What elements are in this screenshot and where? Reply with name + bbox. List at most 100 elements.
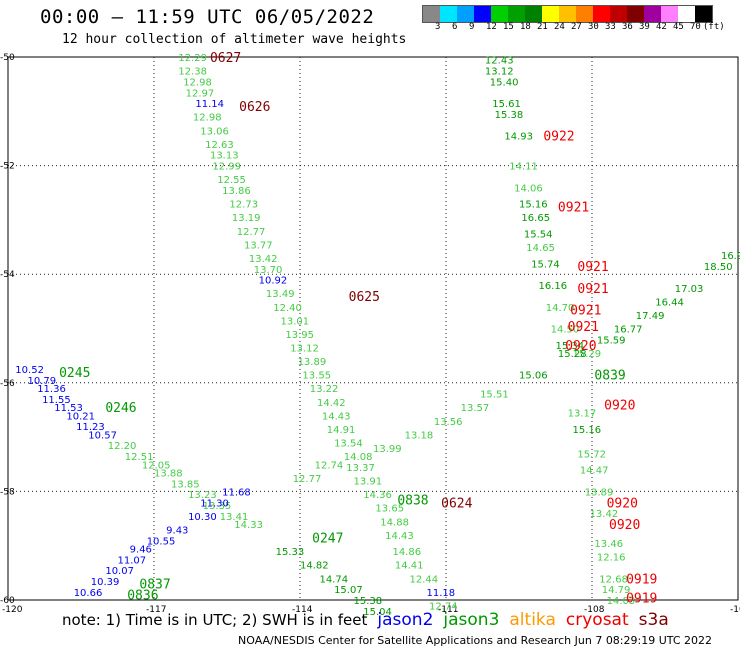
wave-height-label: 14.70 bbox=[546, 303, 575, 314]
latitude-tick-label: -50 bbox=[0, 53, 15, 63]
pass-time-label: 0920 bbox=[607, 496, 638, 511]
legend-label: 45 bbox=[673, 22, 684, 32]
wave-height-label: 12.63 bbox=[205, 140, 234, 151]
pass-time-label: 0624 bbox=[441, 496, 472, 511]
wave-height-label: 13.70 bbox=[254, 265, 283, 276]
pass-time-label: 0625 bbox=[349, 290, 380, 305]
credit-line: NOAA/NESDIS Center for Satellite Applica… bbox=[238, 634, 713, 647]
legend-swatch bbox=[508, 6, 525, 22]
pass-time-label: 0837 bbox=[139, 578, 170, 593]
latitude-tick-label: -58 bbox=[0, 487, 15, 497]
wave-height-label: 10.66 bbox=[74, 588, 103, 599]
wave-height-label: 11.07 bbox=[118, 555, 147, 566]
legend-label: 6 bbox=[452, 22, 458, 32]
longitude-tick-label: -114 bbox=[292, 605, 313, 615]
wave-height-label: 18.50 bbox=[704, 262, 733, 273]
longitude-tick-label: -111 bbox=[438, 605, 458, 615]
pass-time-label: 0919 bbox=[626, 591, 657, 606]
pass-time-label: 0921 bbox=[577, 282, 608, 297]
wave-height-label: 11.55 bbox=[42, 395, 71, 406]
wave-height-label: 13.88 bbox=[154, 468, 183, 479]
wave-height-label: 13.55 bbox=[302, 371, 331, 382]
legend-swatch bbox=[576, 6, 593, 22]
legend-label: 21 bbox=[537, 22, 548, 32]
satellite-name: cryosat bbox=[565, 610, 629, 630]
latitude-tick-label: -56 bbox=[0, 379, 15, 389]
wave-height-label: 12.98 bbox=[193, 113, 222, 124]
wave-height-label: 12.43 bbox=[485, 56, 514, 67]
wave-height-label: 13.35 bbox=[203, 501, 232, 512]
wave-height-label: 15.04 bbox=[363, 607, 392, 618]
wave-height-label: 13.12 bbox=[485, 67, 514, 78]
wave-height-label: 13.99 bbox=[373, 444, 402, 455]
wave-height-label: 15.38 bbox=[495, 110, 524, 121]
wave-height-label: 11.18 bbox=[427, 588, 456, 599]
wave-height-label: 13.54 bbox=[334, 439, 363, 450]
wave-height-label: 13.13 bbox=[210, 151, 239, 162]
legend-swatch bbox=[661, 6, 678, 22]
wave-height-label: 13.19 bbox=[232, 213, 261, 224]
wave-height-label: 12.68 bbox=[599, 574, 628, 585]
wave-height-label: 9.46 bbox=[130, 544, 152, 555]
legend-label: 42 bbox=[656, 22, 667, 32]
legend-label: 36 bbox=[622, 22, 633, 32]
wave-height-label: 15.38 bbox=[354, 596, 383, 607]
wave-height-label: 9.43 bbox=[166, 525, 188, 536]
longitude-tick-label: -105 bbox=[730, 605, 740, 615]
legend-swatch bbox=[542, 6, 559, 22]
legend-swatch bbox=[423, 6, 440, 22]
wave-height-label: 14.33 bbox=[234, 520, 263, 531]
satellite-name: altika bbox=[509, 610, 556, 630]
wave-height-label: 14.86 bbox=[392, 547, 421, 558]
legend-label: 70 bbox=[690, 22, 701, 32]
wave-height-label: 13.86 bbox=[222, 186, 251, 197]
wave-height-label: 12.99 bbox=[212, 162, 241, 173]
legend-swatch bbox=[525, 6, 542, 22]
satellite-name: s3a bbox=[638, 610, 669, 630]
wave-height-label: 13.65 bbox=[375, 504, 404, 515]
satellite-name: jason3 bbox=[443, 610, 500, 630]
legend-swatch bbox=[559, 6, 576, 22]
wave-height-label: 14.08 bbox=[344, 452, 373, 463]
wave-height-label: 15.16 bbox=[573, 425, 602, 436]
wave-height-label: 11.23 bbox=[76, 422, 105, 433]
legend-label: 30 bbox=[588, 22, 599, 32]
wave-height-label: 10.57 bbox=[88, 430, 117, 441]
wave-height-label: 14.43 bbox=[322, 411, 351, 422]
pass-time-label: 0626 bbox=[239, 100, 270, 115]
wave-height-label: 15.34 bbox=[556, 341, 585, 352]
wave-height-label: 12.98 bbox=[183, 77, 212, 88]
wave-height-label: 10.52 bbox=[15, 365, 44, 376]
wave-height-label: 13.42 bbox=[590, 509, 619, 520]
page-subtitle: 12 hour collection of altimeter wave hei… bbox=[62, 32, 407, 47]
wave-height-label: 15.29 bbox=[573, 349, 602, 360]
longitude-tick-label: -120 bbox=[2, 605, 23, 615]
wave-height-label: 16.93 bbox=[721, 251, 740, 262]
wave-height-label: 15.74 bbox=[531, 259, 560, 270]
wave-height-label: 12.44 bbox=[410, 574, 439, 585]
pass-time-label: 0245 bbox=[59, 366, 90, 381]
legend-label: 18 bbox=[520, 22, 531, 32]
pass-time-label: 0919 bbox=[626, 572, 657, 587]
wave-height-label: 12.77 bbox=[293, 474, 322, 485]
wave-height-label: 12.38 bbox=[178, 67, 207, 78]
wave-height-label: 14.42 bbox=[317, 398, 346, 409]
wave-height-label: 14.03 bbox=[607, 596, 636, 607]
wave-height-label: 17.03 bbox=[675, 284, 704, 295]
legend-swatch bbox=[593, 6, 610, 22]
note-text: note: 1) Time is in UTC; 2) SWH is in fe… bbox=[62, 611, 368, 629]
legend-swatch bbox=[610, 6, 627, 22]
pass-time-label: 0838 bbox=[397, 494, 428, 509]
satellite-key: jason2 jason3 altika cryosat s3a bbox=[367, 610, 669, 630]
wave-height-label: 13.41 bbox=[220, 512, 249, 523]
wave-height-label: 12.55 bbox=[217, 175, 246, 186]
wave-height-label: 14.43 bbox=[385, 531, 414, 542]
pass-time-label: 0921 bbox=[558, 200, 589, 215]
legend-label: 9 bbox=[469, 22, 475, 32]
wave-height-label: 14.06 bbox=[514, 183, 543, 194]
legend-label: 33 bbox=[605, 22, 616, 32]
wave-height-label: 15.40 bbox=[490, 77, 519, 88]
legend-label: 3 bbox=[435, 22, 441, 32]
